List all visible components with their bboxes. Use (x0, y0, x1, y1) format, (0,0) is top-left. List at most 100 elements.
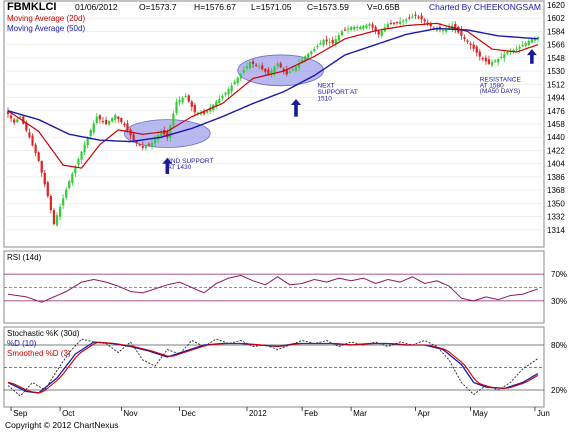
candle-body (319, 43, 322, 45)
candle-body (230, 85, 233, 92)
candle-body (242, 69, 245, 73)
annotation-text: (MA50 DAYS) (480, 88, 520, 95)
rsi-line (7, 274, 539, 303)
candle-body (267, 69, 270, 75)
candle-body (62, 198, 65, 206)
candle-body (294, 66, 298, 71)
candle-body (221, 95, 224, 99)
candle-body (304, 56, 307, 61)
candle-body (475, 46, 478, 53)
candle-body (365, 24, 368, 29)
price-tick-label: 1512 (547, 80, 565, 89)
price-tick-label: 1602 (547, 14, 565, 23)
candle-body (524, 43, 527, 46)
annotation-text: NEXT (317, 82, 334, 89)
candle-body (141, 145, 144, 148)
price-tick-label: 1584 (547, 27, 565, 36)
candle-body (245, 66, 249, 69)
candle-body (356, 26, 359, 28)
price-tick-label: 1332 (547, 213, 565, 222)
rsi-level-lines (4, 273, 544, 302)
candle-body (408, 17, 411, 19)
rsi-label: RSI (14d) (7, 253, 42, 262)
price-tick-label: 1368 (547, 186, 565, 195)
candle-body (255, 64, 258, 66)
candle-body (261, 65, 264, 70)
candle-body (117, 116, 120, 119)
rsi-tick-70: 70% (551, 270, 567, 279)
candle-body (469, 43, 472, 45)
candle-body (114, 115, 117, 120)
legend-ma20: Moving Average (20d) (7, 14, 85, 23)
candle-body (343, 29, 347, 31)
candle-body (104, 120, 108, 125)
candle-body (83, 144, 86, 153)
month-label: Mar (353, 409, 367, 418)
candle-body (322, 40, 325, 46)
month-label: 2012 (249, 409, 267, 418)
candle-body (316, 45, 319, 48)
candle-body (411, 16, 414, 18)
candle-body (340, 31, 344, 36)
candle-body (359, 26, 362, 30)
candle-body (28, 132, 31, 138)
candle-body (37, 152, 40, 161)
candle-body (399, 21, 402, 24)
candle-body (46, 182, 49, 197)
month-label: May (473, 409, 488, 418)
candle-body (503, 54, 506, 59)
candle-body (310, 51, 313, 55)
stochastic-tick-20: 20% (551, 386, 567, 395)
candle-body (417, 16, 420, 18)
month-label: Oct (62, 409, 75, 418)
price-tick-label: 1566 (547, 41, 565, 50)
candle-body (251, 61, 255, 64)
candle-body (494, 60, 497, 62)
candle-body (169, 125, 172, 138)
arrow-shaft (165, 162, 170, 174)
candle-body (101, 121, 105, 123)
candle-body (368, 23, 371, 26)
candle-body (527, 40, 530, 46)
candle-body (350, 26, 353, 30)
annotation-arrows (162, 49, 537, 174)
candle-body (126, 123, 129, 131)
candle-body (108, 120, 111, 125)
candle-body (175, 101, 178, 113)
candle-body (325, 39, 328, 42)
rsi-tick-30: 30% (551, 297, 567, 306)
candle-body (58, 206, 62, 217)
candle-body (181, 97, 184, 103)
candle-body (362, 25, 365, 29)
price-axis-ticks: 1620 1602 1584 1566 1548 1530 1512 1494 1476 1458… (547, 1, 565, 235)
arrow-head (526, 49, 537, 56)
candle-body (71, 173, 74, 183)
candle-body (16, 119, 19, 123)
price-tick-label: 1350 (547, 199, 565, 208)
candle-body (506, 51, 509, 54)
readout-high: H=1576.67 (194, 2, 236, 12)
candle-body (402, 20, 405, 22)
candle-body (478, 51, 481, 57)
candle-body (227, 89, 230, 95)
price-tick-label: 1440 (547, 133, 565, 142)
candle-body (233, 81, 236, 84)
candle-body (9, 115, 13, 119)
candle-body (466, 40, 469, 42)
candle-body (19, 116, 22, 118)
candle-body (337, 35, 340, 41)
candle-body (515, 48, 518, 51)
ma20-line (7, 22, 539, 169)
candle-body (92, 123, 95, 133)
candle-body (441, 29, 445, 31)
month-label: Jun (537, 409, 550, 418)
candle-body (279, 63, 282, 68)
candle-body (178, 99, 181, 103)
symbol-title: FBMKLCI (7, 1, 57, 13)
candle-body (95, 116, 98, 124)
candle-body (487, 59, 491, 64)
candle-body (65, 189, 68, 198)
candle-body (500, 56, 503, 58)
